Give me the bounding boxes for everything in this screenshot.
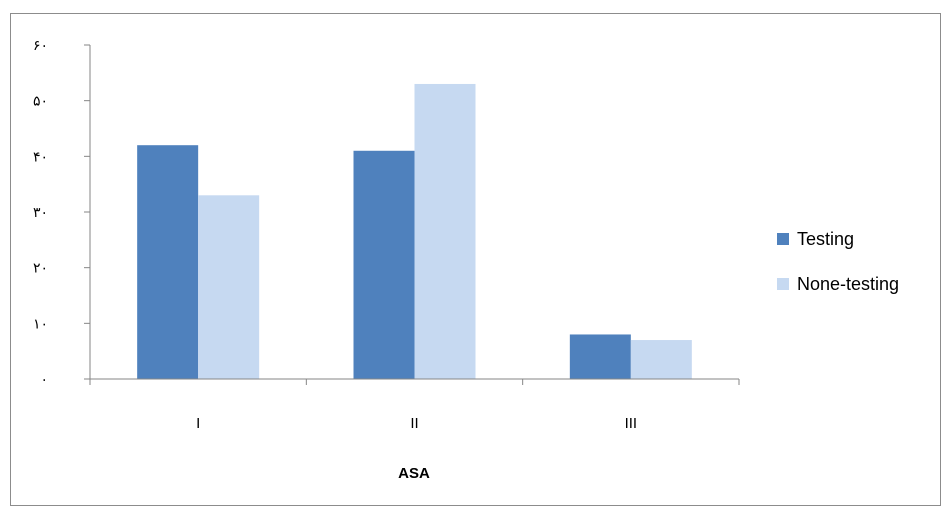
x-axis-title: ASA [398, 465, 430, 482]
x-categories-group: I II III [196, 415, 637, 432]
y-tick-label: ۰ [40, 371, 48, 387]
bar-none-testing-II [414, 83, 476, 379]
legend-swatch [777, 233, 789, 245]
bars-group [137, 83, 692, 379]
bar-testing-II [353, 150, 415, 379]
bar-none-testing-I [198, 195, 260, 379]
x-category-label: I [196, 415, 200, 432]
y-tick-label: ۵۰ [33, 93, 48, 109]
legend-label: Testing [797, 229, 854, 249]
y-tick-label: ۶۰ [33, 37, 48, 53]
x-category-label: II [410, 415, 418, 432]
bar-testing-I [137, 145, 199, 379]
bar-none-testing-III [630, 340, 692, 379]
y-tick-label: ۳۰ [33, 204, 48, 220]
legend-label: None-testing [797, 274, 899, 294]
y-tick-label: ۲۰ [33, 260, 48, 276]
y-tick-label: ۴۰ [33, 148, 48, 164]
y-ticks-group: ۰ ۱۰ ۲۰ ۳۰ ۴۰ ۵۰ ۶۰ [33, 37, 90, 387]
legend-swatch [777, 278, 789, 290]
y-tick-label: ۱۰ [33, 315, 48, 331]
bar-testing-III [569, 334, 631, 379]
legend: Testing None-testing [777, 229, 899, 294]
x-category-label: III [625, 415, 638, 432]
